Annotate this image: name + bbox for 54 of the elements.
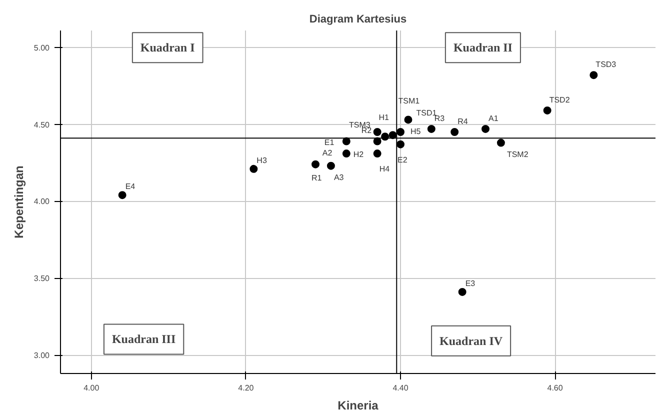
y-tick-label: 3.50 [34,274,50,284]
point [250,164,258,173]
annotation: R1 [312,173,322,182]
annotation: Kuadran IV [440,334,503,348]
point [342,137,350,146]
x-tick-label: 4.60 [547,384,564,392]
annotation: E3 [465,278,476,288]
y-tick-label: 5.00 [34,43,50,52]
annotation: H5 [410,127,422,136]
y-tick-label: 4.00 [34,197,50,206]
annotation: Kuadran I [140,40,196,55]
annotation: TSM1 [398,96,420,106]
point [450,128,459,136]
x-tick-label: 4.00 [84,384,100,392]
annotation: H4 [379,164,390,174]
annotation: Kuadran II [453,40,513,55]
annotation: TSD2 [549,95,570,104]
point [373,150,382,158]
point [496,138,505,147]
annotation: E4 [125,182,136,192]
annotation: E1 [324,138,335,148]
point [590,71,598,80]
y-axis-title: Kepentingan [12,166,26,238]
annotation: H2 [353,150,364,160]
point [404,116,412,124]
point [312,160,320,168]
y-tick-label: 3.00 [34,351,50,360]
point [396,128,404,136]
point [326,162,335,170]
x-tick-label: 4.40 [392,384,409,392]
point [427,124,436,133]
point [118,191,126,200]
annotation: E2 [398,155,408,164]
annotation: R2 [361,126,372,136]
annotation: H3 [256,156,268,165]
annotation: H1 [378,113,390,122]
point [342,150,350,158]
annotation: TSM2 [506,150,529,159]
point [482,124,490,133]
annotation: A3 [334,172,344,182]
annotation: TSD3 [596,60,617,70]
point [458,288,466,296]
annotation: R4 [458,117,468,126]
chart-title: Diagram Kartesius [309,14,407,26]
point [373,128,382,136]
x-axis-title: Kineria [338,398,379,412]
annotation: Kuadran III [112,332,176,346]
y-tick-label: 4.50 [34,120,50,130]
annotation: A2 [322,148,333,158]
annotation: A1 [488,114,499,123]
annotation: R3 [434,114,446,123]
point [396,140,404,148]
x-tick-label: 4.20 [238,384,254,392]
point [543,106,552,114]
